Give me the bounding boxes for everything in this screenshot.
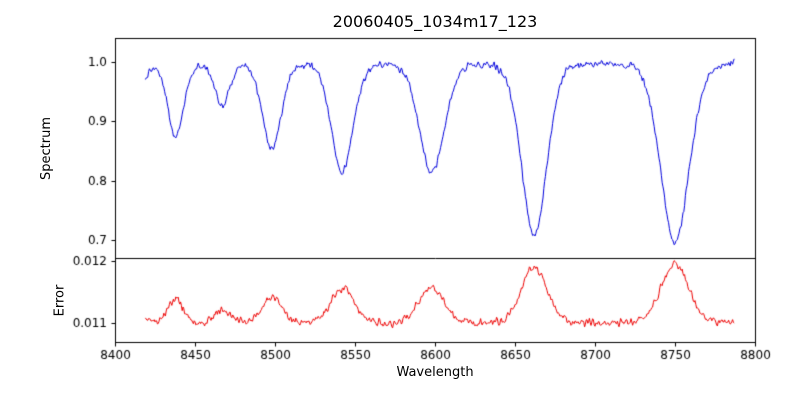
error-y-axis-label-text: Error [52,284,68,316]
chart-title: 20060405_1034m17_123 [332,12,538,31]
spectrum-y-axis-label: Spectrum [36,38,56,258]
wavelength-x-axis-label: Wavelength [396,365,474,380]
error-y-axis-label: Error [50,258,70,342]
spectrum-y-axis-label-text: Spectrum [38,116,54,180]
